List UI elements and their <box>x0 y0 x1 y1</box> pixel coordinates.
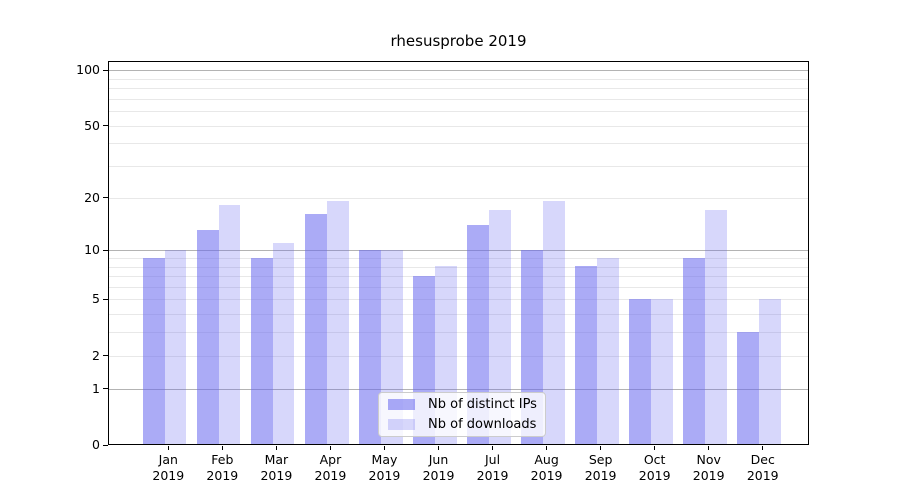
x-tick-label: Sep 2019 <box>584 452 617 483</box>
gridline-major <box>109 388 808 390</box>
legend-item-ips: Nb of distinct IPs <box>387 397 537 413</box>
y-tick-label: 0 <box>92 437 100 452</box>
x-tick-mark <box>708 446 710 450</box>
gridline-minor <box>109 197 808 199</box>
gridline-major <box>109 250 808 252</box>
bar-downloads-sep <box>597 257 619 444</box>
gridline-minor <box>109 78 808 80</box>
x-tick-mark <box>762 446 764 450</box>
bar-ips-nov <box>683 257 706 444</box>
legend-label-downloads: Nb of downloads <box>428 416 537 432</box>
x-tick-label: Apr 2019 <box>314 452 347 483</box>
bar-downloads-dec <box>759 299 781 444</box>
bar-ips-mar <box>251 257 273 444</box>
y-tick-mark <box>103 197 108 199</box>
y-tick-label: 1 <box>92 380 100 396</box>
x-tick-mark <box>654 446 656 450</box>
x-tick-mark <box>275 446 277 450</box>
bar-ips-dec <box>737 331 760 444</box>
y-tick-mark <box>103 249 108 251</box>
x-tick-mark <box>438 446 439 450</box>
y-tick-label: 2 <box>92 347 100 363</box>
legend: Nb of distinct IPs Nb of downloads <box>378 392 546 437</box>
y-tick-label: 100 <box>76 62 100 78</box>
gridline-minor <box>109 314 808 316</box>
gridline-minor <box>109 332 808 334</box>
x-tick-mark <box>167 446 169 450</box>
x-tick-label: Mar 2019 <box>260 452 293 483</box>
x-tick-label: Aug 2019 <box>530 452 563 483</box>
bar-ips-oct <box>629 299 652 444</box>
y-tick-mark <box>103 355 108 357</box>
bar-downloads-aug <box>542 201 565 444</box>
gridline-minor <box>109 143 808 145</box>
gridline-minor <box>109 355 808 357</box>
bar-downloads-mar <box>272 242 295 444</box>
gridline-minor <box>109 276 808 278</box>
gridline-minor <box>109 125 808 127</box>
y-tick-label: 5 <box>92 291 100 307</box>
bar-downloads-apr <box>326 201 349 444</box>
gridline-minor <box>109 258 808 259</box>
x-tick-label: Feb 2019 <box>206 452 239 483</box>
x-tick-mark <box>329 446 331 450</box>
bar-ips-jan <box>143 257 165 444</box>
y-tick-mark <box>103 388 108 390</box>
y-tick-label: 50 <box>84 117 100 133</box>
bar-ips-apr <box>305 214 327 444</box>
bar-ips-sep <box>575 266 597 444</box>
gridline-major <box>109 70 808 72</box>
y-tick-mark <box>103 444 108 446</box>
x-tick-mark <box>383 446 385 450</box>
gridline-minor <box>109 88 808 90</box>
legend-swatch-ips <box>388 399 415 410</box>
x-tick-label: Jun 2019 <box>422 452 455 483</box>
y-tick-mark <box>103 298 108 300</box>
x-tick-label: Oct 2019 <box>638 452 671 483</box>
y-tick-label: 10 <box>84 242 100 258</box>
bar-ips-jul <box>467 224 489 444</box>
legend-label-ips: Nb of distinct IPs <box>428 396 537 412</box>
bar-downloads-feb <box>218 205 241 444</box>
gridline-minor <box>109 266 808 268</box>
bar-downloads-oct <box>651 299 673 444</box>
x-tick-mark <box>546 446 548 450</box>
x-tick-label: Jan 2019 <box>152 452 185 483</box>
gridline-minor <box>109 111 808 113</box>
x-tick-mark <box>600 446 602 450</box>
bar-downloads-jul <box>488 209 511 444</box>
chart-title: rhesusprobe 2019 <box>390 32 527 50</box>
gridline-minor <box>109 286 808 288</box>
x-tick-mark <box>221 446 223 450</box>
bar-ips-may <box>359 249 381 444</box>
y-tick-mark <box>103 69 108 71</box>
x-tick-label: Jul 2019 <box>476 452 509 483</box>
plot-area <box>108 61 809 445</box>
bar-downloads-nov <box>705 209 727 444</box>
x-tick-label: Nov 2019 <box>692 452 725 483</box>
bar-downloads-jan <box>164 249 187 444</box>
legend-item-downloads: Nb of downloads <box>387 417 537 433</box>
y-tick-mark <box>103 125 108 127</box>
x-tick-mark <box>492 446 494 450</box>
x-tick-label: May 2019 <box>368 452 401 483</box>
legend-swatch-downloads <box>388 419 415 430</box>
bar-ips-feb <box>197 230 219 444</box>
x-tick-label: Dec 2019 <box>746 452 779 483</box>
gridline-minor <box>109 299 808 301</box>
gridline-minor <box>109 98 808 100</box>
y-tick-label: 20 <box>84 189 100 205</box>
gridline-minor <box>109 166 808 168</box>
